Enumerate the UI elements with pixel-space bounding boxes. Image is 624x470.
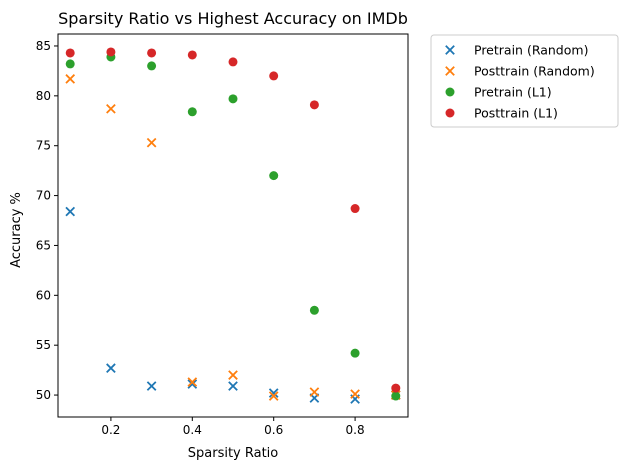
legend-label-series-2: Pretrain (L1) [474,85,552,100]
data-point-series-0 [187,379,198,389]
x-tick-label: 0.2 [101,423,120,437]
y-tick-label: 50 [36,388,51,402]
data-point-series-1 [146,137,157,148]
data-point-series-1 [309,387,320,397]
data-point-series-0 [268,388,279,398]
data-point-series-3 [350,204,360,214]
data-point-series-2 [187,107,197,117]
data-point-series-2 [147,61,157,71]
data-point-series-3 [187,50,197,60]
x-tick-label: 0.4 [183,423,202,437]
axes-frame [57,33,409,418]
legend-marker-series-3 [445,108,455,118]
data-point-series-3 [65,48,75,58]
axes: 0.2 0.4 0.6 0.8 50 55 60 65 70 75 80 85 [36,33,409,437]
data-point-series-1 [187,377,198,387]
data-point-series-0 [65,206,76,217]
y-tick-label: 60 [36,288,51,302]
legend-label-series-0: Pretrain (Random) [474,43,588,58]
data-point-series-2 [391,391,401,401]
data-point-series-0 [106,363,116,373]
legend: Pretrain (Random) Posttrain (Random) Pretr… [430,34,619,128]
data-point-series-3 [147,48,157,58]
data-point-series-3 [228,57,238,67]
data-point-series-2 [309,305,319,315]
y-tick-label: 85 [36,39,51,53]
data-point-series-2 [65,59,75,69]
data-point-series-3 [309,100,319,110]
x-tick-label: 0.6 [264,423,283,437]
legend-marker-series-2 [445,87,455,97]
data-point-series-2 [269,171,279,181]
y-tick-label: 75 [36,139,51,153]
legend-marker-series-0 [445,45,455,55]
y-tick-label: 65 [36,238,51,252]
data-point-series-3 [391,383,401,393]
data-point-series-3 [269,71,279,81]
x-axis-label: Sparsity Ratio [188,446,279,461]
legend-marker-series-1 [445,66,455,76]
chart-title: Sparsity Ratio vs Highest Accuracy on IM… [58,9,408,28]
data-point-series-1 [228,370,238,380]
y-axis-label: Accuracy % [9,192,24,268]
legend-label-series-1: Posttrain (Random) [474,64,595,79]
data-point-series-2 [228,94,238,104]
plot-marks [65,47,401,404]
data-point-series-0 [228,381,238,391]
legend-frame [430,34,619,128]
data-point-series-1 [106,103,116,114]
x-tick-label: 0.8 [346,423,365,437]
y-tick-label: 55 [36,338,51,352]
data-point-series-1 [65,74,76,84]
y-tick-label: 80 [36,89,51,103]
data-point-series-1 [350,389,360,399]
legend-label-series-3: Posttrain (L1) [474,106,558,121]
data-point-series-3 [106,47,116,57]
data-point-series-2 [350,348,360,358]
data-point-series-0 [146,381,157,391]
y-tick-label: 70 [36,189,51,203]
data-point-series-1 [268,391,279,401]
